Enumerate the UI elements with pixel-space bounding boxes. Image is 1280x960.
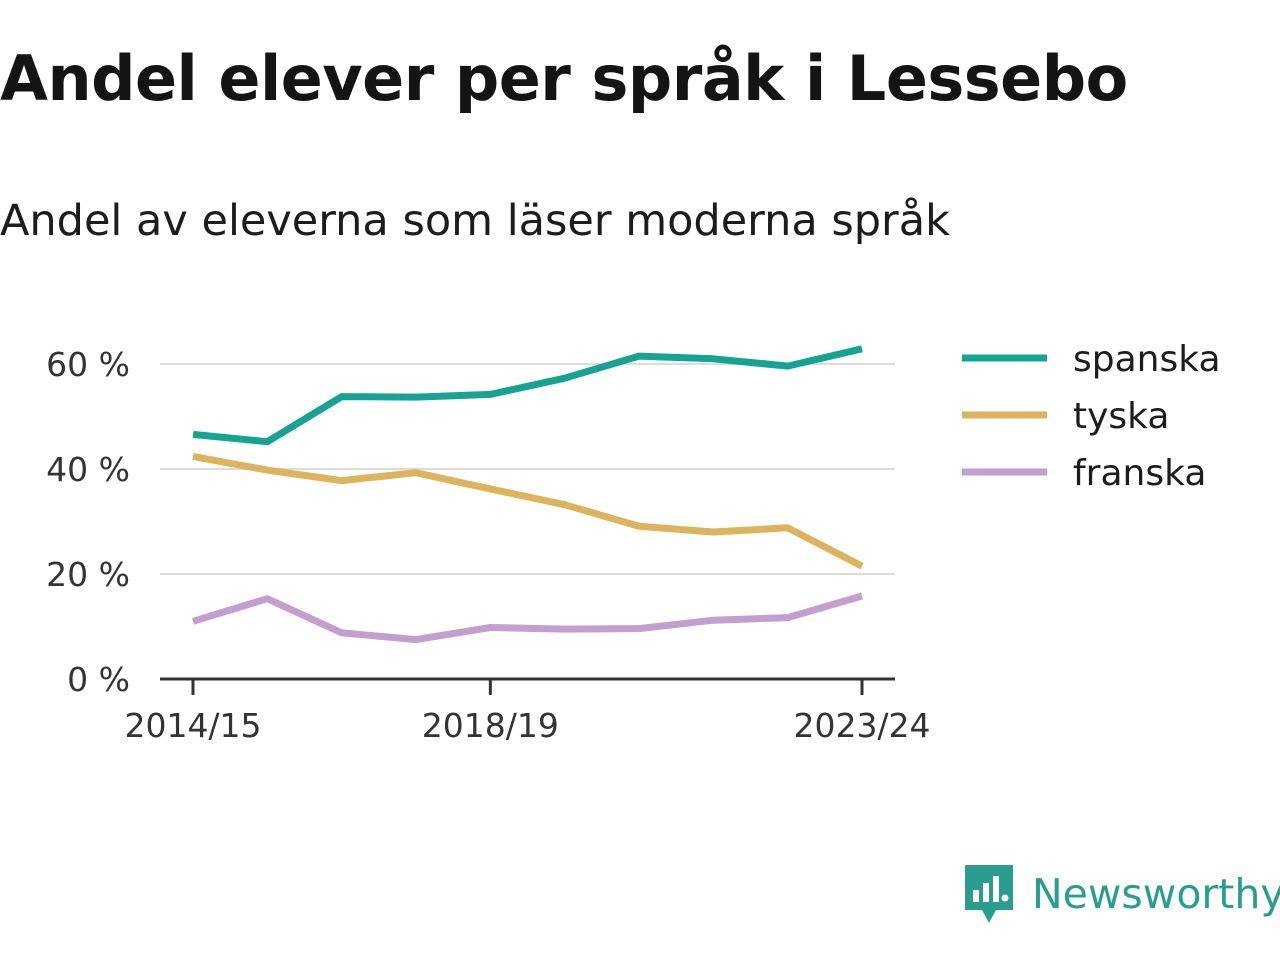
- y-tick-label: 40 %: [46, 450, 130, 489]
- chart-title: Andel elever per språk i Lessebo: [0, 42, 1128, 115]
- y-tick-label: 20 %: [46, 555, 130, 594]
- y-tick-label: 0 %: [67, 660, 130, 699]
- y-tick-label: 60 %: [46, 345, 130, 384]
- brand-name: Newsworthy: [1032, 870, 1280, 918]
- x-axis-ticks: 2014/15 2018/19 2023/24: [124, 679, 931, 745]
- x-tick-label: 2023/24: [793, 706, 930, 745]
- legend-label-franska: franska: [1073, 453, 1206, 494]
- series-line-franska: [191, 592, 863, 644]
- series-lines: [191, 345, 864, 644]
- newsworthy-logo-icon: [965, 865, 1013, 923]
- legend-label-spanska: spanska: [1073, 339, 1221, 380]
- series-line-spanska: [192, 345, 863, 446]
- x-tick-label: 2018/19: [422, 706, 559, 745]
- legend: spanska tyska franska: [962, 339, 1221, 494]
- chart-subtitle: Andel av eleverna som läser moderna språ…: [0, 196, 950, 246]
- y-axis-ticks: 0 % 20 % 40 % 60 %: [46, 345, 130, 699]
- series-line-tyska: [192, 452, 864, 570]
- x-tick-label: 2014/15: [124, 706, 261, 745]
- newsworthy-brand: Newsworthy: [962, 862, 1280, 926]
- legend-label-tyska: tyska: [1073, 396, 1169, 437]
